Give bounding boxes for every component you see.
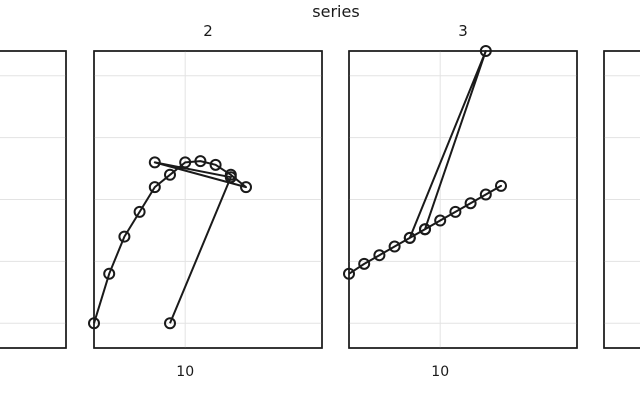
facet-title: 2 bbox=[203, 22, 213, 40]
facet-title: 3 bbox=[458, 22, 468, 40]
data-point bbox=[449, 205, 462, 218]
data-point bbox=[148, 181, 161, 194]
data-point bbox=[343, 267, 355, 280]
panel-border bbox=[93, 50, 323, 349]
data-point bbox=[209, 158, 222, 171]
data-point bbox=[358, 257, 371, 270]
data-point bbox=[419, 223, 431, 236]
data-point bbox=[240, 181, 252, 194]
data-point bbox=[464, 197, 477, 210]
chart-title: series bbox=[312, 2, 359, 21]
data-point bbox=[479, 188, 492, 201]
data-point bbox=[224, 171, 237, 184]
x-tick-label: 10 bbox=[431, 364, 449, 380]
panels: 2 10 3 10 bbox=[0, 22, 640, 380]
panel-border bbox=[603, 50, 640, 349]
data-point bbox=[118, 230, 131, 243]
data-point bbox=[403, 231, 416, 244]
data-point bbox=[373, 249, 386, 262]
x-tick-label: 10 bbox=[176, 364, 194, 380]
data-point bbox=[194, 155, 207, 168]
data-point bbox=[479, 45, 492, 57]
panel-2: 2 10 bbox=[88, 22, 323, 380]
data-point bbox=[103, 267, 116, 280]
panel-border bbox=[348, 50, 578, 349]
data-point bbox=[434, 214, 447, 227]
data-point bbox=[179, 156, 192, 169]
panel-3: 3 10 bbox=[343, 22, 578, 380]
panel-4 bbox=[603, 50, 640, 349]
data-point bbox=[164, 168, 176, 181]
data-point bbox=[388, 240, 401, 253]
data-point bbox=[88, 317, 100, 330]
panel-1 bbox=[0, 50, 67, 349]
data-point bbox=[133, 205, 146, 218]
series-line bbox=[348, 50, 502, 275]
panel-border bbox=[0, 50, 67, 349]
data-point bbox=[148, 156, 161, 169]
data-point bbox=[164, 317, 176, 330]
data-point bbox=[495, 179, 507, 192]
